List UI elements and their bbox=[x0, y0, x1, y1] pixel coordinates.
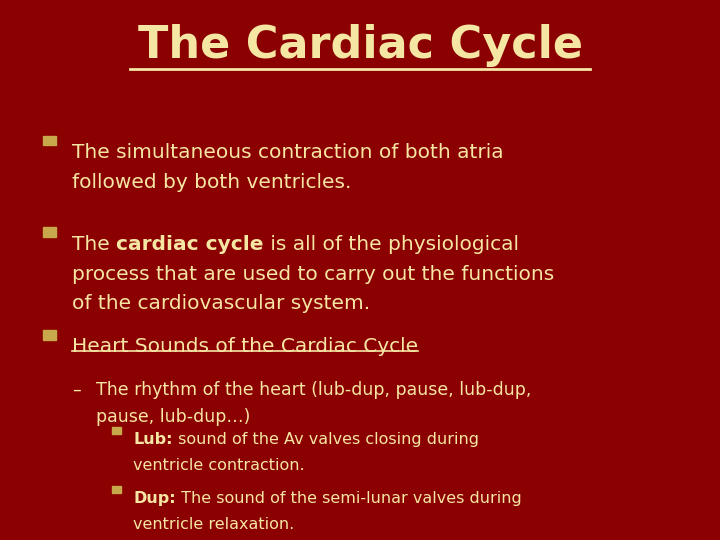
Text: ventricle contraction.: ventricle contraction. bbox=[133, 458, 305, 473]
Text: sound of the Av valves closing during: sound of the Av valves closing during bbox=[173, 432, 479, 447]
Text: is all of the physiological: is all of the physiological bbox=[264, 235, 518, 254]
Text: pause, lub-dup…): pause, lub-dup…) bbox=[96, 408, 250, 426]
Text: –: – bbox=[72, 381, 81, 399]
Text: The: The bbox=[72, 235, 116, 254]
Text: cardiac cycle: cardiac cycle bbox=[116, 235, 264, 254]
Text: process that are used to carry out the functions: process that are used to carry out the f… bbox=[72, 265, 554, 284]
Text: Heart Sounds of the Cardiac Cycle: Heart Sounds of the Cardiac Cycle bbox=[72, 338, 418, 356]
FancyBboxPatch shape bbox=[43, 136, 56, 145]
Text: The simultaneous contraction of both atria: The simultaneous contraction of both atr… bbox=[72, 143, 503, 162]
Text: Lub:: Lub: bbox=[133, 432, 173, 447]
FancyBboxPatch shape bbox=[112, 486, 121, 493]
FancyBboxPatch shape bbox=[43, 227, 56, 237]
FancyBboxPatch shape bbox=[112, 427, 121, 434]
Text: The sound of the semi-lunar valves during: The sound of the semi-lunar valves durin… bbox=[176, 491, 521, 507]
FancyBboxPatch shape bbox=[43, 330, 56, 340]
Text: Dup:: Dup: bbox=[133, 491, 176, 507]
Text: The Cardiac Cycle: The Cardiac Cycle bbox=[138, 24, 582, 68]
Text: of the cardiovascular system.: of the cardiovascular system. bbox=[72, 294, 370, 313]
Text: The rhythm of the heart (lub-dup, pause, lub-dup,: The rhythm of the heart (lub-dup, pause,… bbox=[96, 381, 531, 399]
Text: followed by both ventricles.: followed by both ventricles. bbox=[72, 173, 351, 192]
Text: ventricle relaxation.: ventricle relaxation. bbox=[133, 517, 294, 532]
